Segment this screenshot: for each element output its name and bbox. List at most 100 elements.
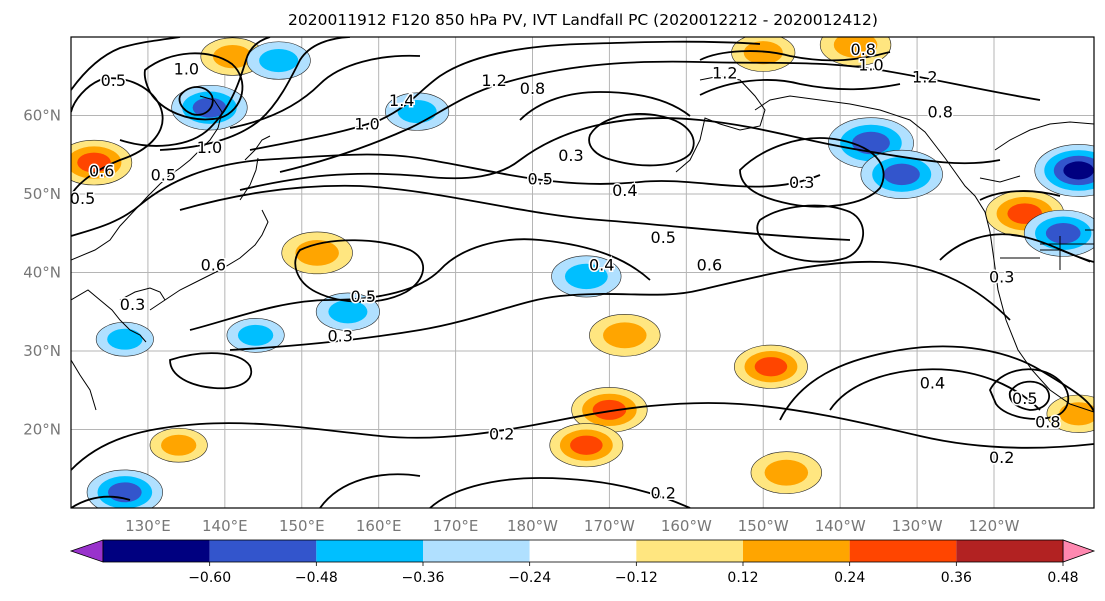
x-tick-label: 180°W <box>507 517 558 535</box>
colorbar-outline <box>102 539 1064 563</box>
colorbar-segment <box>636 540 743 562</box>
contour-label: 1.0 <box>174 59 199 78</box>
x-tick-label: 170°E <box>433 517 479 535</box>
contour-labels: 0.51.01.00.50.50.60.60.31.21.41.00.80.30… <box>71 38 1062 504</box>
contour-label: 0.8 <box>520 79 545 98</box>
contour-label: 0.2 <box>489 424 514 443</box>
map-area: 0.51.01.00.50.50.60.60.31.21.41.00.80.30… <box>71 37 1094 508</box>
contour-label: 0.8 <box>927 103 952 122</box>
contour-label: 0.4 <box>920 373 945 392</box>
colorbar-segment <box>209 540 317 562</box>
colorbar-tick-label: 0.12 <box>727 570 758 586</box>
colorbar-tick-label: 0.24 <box>834 570 865 586</box>
x-tick-label: 150°E <box>279 517 325 535</box>
colorbar-segment <box>316 540 423 562</box>
contour-label: 0.8 <box>1035 413 1060 432</box>
ivt-anomaly-blob <box>1063 161 1094 180</box>
ivt-anomaly-blob <box>603 322 647 349</box>
contour-label: 0.3 <box>989 267 1014 286</box>
colorbar-tick-label: −0.60 <box>188 570 231 586</box>
y-tick-label: 60°N <box>23 107 61 125</box>
x-tick-labels: 130°E 140°E 150°E 160°E 170°E 180°W 170°W 160°W… <box>125 517 1020 535</box>
contour-label: 0.3 <box>327 326 352 345</box>
ivt-anomaly-blob <box>592 399 627 420</box>
ivt-anomaly-blob <box>764 459 809 486</box>
colorbar-segment <box>423 540 530 562</box>
contour-label: 0.5 <box>1012 389 1037 408</box>
colorbar-segment <box>956 540 1063 562</box>
ivt-anomaly-blob <box>161 434 197 456</box>
contour-label: 0.5 <box>151 165 176 184</box>
coastlines <box>71 75 1094 413</box>
contour-label: 1.4 <box>389 91 414 110</box>
ivt-anomaly-blob <box>851 131 890 155</box>
ivt-anomaly-blob <box>397 100 437 124</box>
ivt-anomaly-blob <box>213 45 253 69</box>
contour-label: 0.3 <box>558 146 583 165</box>
x-tick-label: 160°W <box>661 517 712 535</box>
contour-label: 1.0 <box>858 55 883 74</box>
contour-label: 0.2 <box>651 483 676 502</box>
y-tick-label: 30°N <box>23 342 61 360</box>
contour-label: 0.6 <box>697 256 722 275</box>
ivt-anomaly-blob <box>754 357 788 377</box>
x-tick-label: 130°E <box>125 517 171 535</box>
colorbar-tick-label: 0.36 <box>941 570 972 586</box>
ivt-pc-shading <box>71 37 1094 508</box>
contour-label: 0.3 <box>789 173 814 192</box>
colorbar: −0.60 −0.48 −0.36 −0.24 −0.12 0.12 0.24 0.36 0.4… <box>69 539 1096 586</box>
ivt-anomaly-blob <box>883 163 920 186</box>
x-tick-label: 140°E <box>202 517 248 535</box>
x-tick-label: 120°W <box>969 517 1020 535</box>
x-tick-label: 130°W <box>892 517 943 535</box>
colorbar-segment <box>743 540 850 562</box>
contour-label: 1.0 <box>354 114 379 133</box>
contour-label: 0.6 <box>89 161 114 180</box>
ivt-anomaly-blob <box>564 263 608 290</box>
y-tick-label: 40°N <box>23 264 61 282</box>
x-tick-label: 140°W <box>815 517 866 535</box>
ivt-anomaly-blob <box>743 41 783 65</box>
ivt-anomaly-blob <box>328 300 368 324</box>
x-tick-label: 160°E <box>356 517 402 535</box>
contour-label: 0.3 <box>120 295 145 314</box>
contour-label: 0.5 <box>351 287 376 306</box>
contour-label: 0.8 <box>851 40 876 59</box>
ivt-anomaly-blob <box>237 324 274 346</box>
ivt-anomaly-blob <box>107 328 143 350</box>
ivt-anomaly-blob <box>833 37 878 58</box>
y-tick-labels: 60°N 50°N 40°N 30°N 20°N <box>23 107 61 439</box>
contour-label: 0.2 <box>989 448 1014 467</box>
colorbar-segment <box>103 540 210 562</box>
map-frame <box>70 36 1095 509</box>
colorbar-tick-label: −0.36 <box>402 570 445 586</box>
colorbar-segment <box>529 540 637 562</box>
colorbar-extend-high <box>1062 539 1096 563</box>
ivt-anomaly-blob <box>1045 222 1081 244</box>
ivt-anomaly-blob <box>1059 402 1094 426</box>
colorbar-segment <box>849 540 957 562</box>
x-tick-label: 170°W <box>584 517 635 535</box>
ivt-anomaly-blob <box>192 97 227 118</box>
contour-label: 1.2 <box>712 63 737 82</box>
contour-label: 1.2 <box>912 67 937 86</box>
contour-label: 0.5 <box>651 228 676 247</box>
contour-label: 0.5 <box>101 71 126 90</box>
colorbar-tick-label: −0.48 <box>295 570 338 586</box>
contour-label: 0.6 <box>201 256 226 275</box>
pv-contours <box>71 37 1094 508</box>
chart-title: 2020011912 F120 850 hPa PV, IVT Landfall… <box>288 11 878 29</box>
contour-label: 1.2 <box>481 71 506 90</box>
x-tick-label: 150°W <box>738 517 789 535</box>
contour-label: 0.4 <box>612 181 637 200</box>
y-tick-label: 50°N <box>23 185 61 203</box>
ivt-anomaly-blob <box>259 48 299 73</box>
ivt-anomaly-blob <box>295 239 339 266</box>
colorbar-tick-label: −0.24 <box>508 570 551 586</box>
y-tick-label: 20°N <box>23 421 61 439</box>
ivt-anomaly-blob <box>570 435 603 455</box>
colorbar-extend-low <box>69 539 104 563</box>
contour-label: 1.0 <box>197 138 222 157</box>
colorbar-tick-label: −0.12 <box>615 570 658 586</box>
